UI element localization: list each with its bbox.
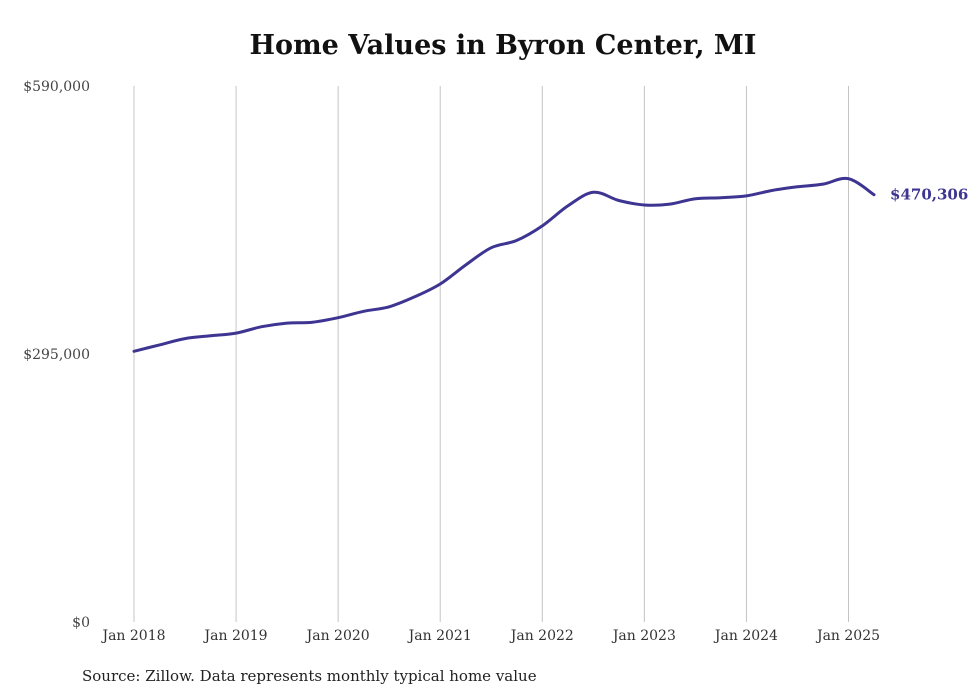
x-tick-label: Jan 2018 <box>100 628 165 644</box>
chart-title: Home Values in Byron Center, MI <box>249 30 757 61</box>
x-tick-label: Jan 2020 <box>305 628 370 644</box>
y-tick-label: $0 <box>72 615 90 631</box>
x-tick-label: Jan 2022 <box>509 628 574 644</box>
source-note: Source: Zillow. Data represents monthly … <box>82 667 537 685</box>
home-value-line <box>132 176 876 353</box>
x-tick-label: Jan 2025 <box>815 628 880 644</box>
y-tick-label: $295,000 <box>23 347 90 363</box>
x-tick-label: Jan 2024 <box>713 628 778 644</box>
x-tick-label: Jan 2019 <box>203 628 268 644</box>
x-tick-label: Jan 2023 <box>611 628 676 644</box>
end-value-label: $470,306 <box>890 186 968 204</box>
x-tick-label: Jan 2021 <box>407 628 472 644</box>
y-tick-label: $590,000 <box>23 79 90 95</box>
